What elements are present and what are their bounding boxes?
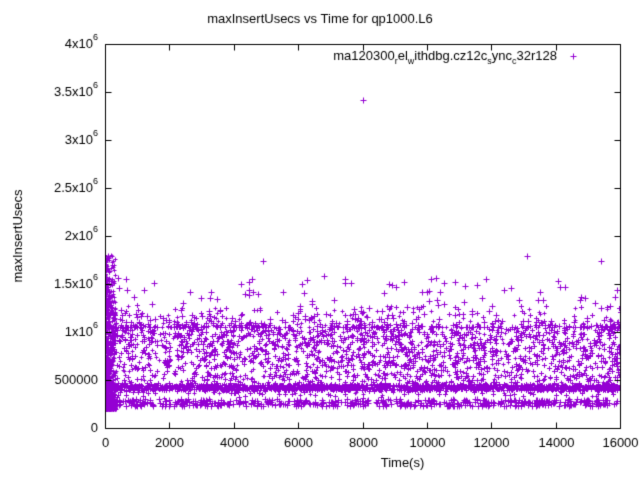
scatter-plot-canvas (0, 0, 640, 480)
chart-container: maxInsertUsecs vs Time for qp1000.L6 Tim… (0, 0, 640, 480)
